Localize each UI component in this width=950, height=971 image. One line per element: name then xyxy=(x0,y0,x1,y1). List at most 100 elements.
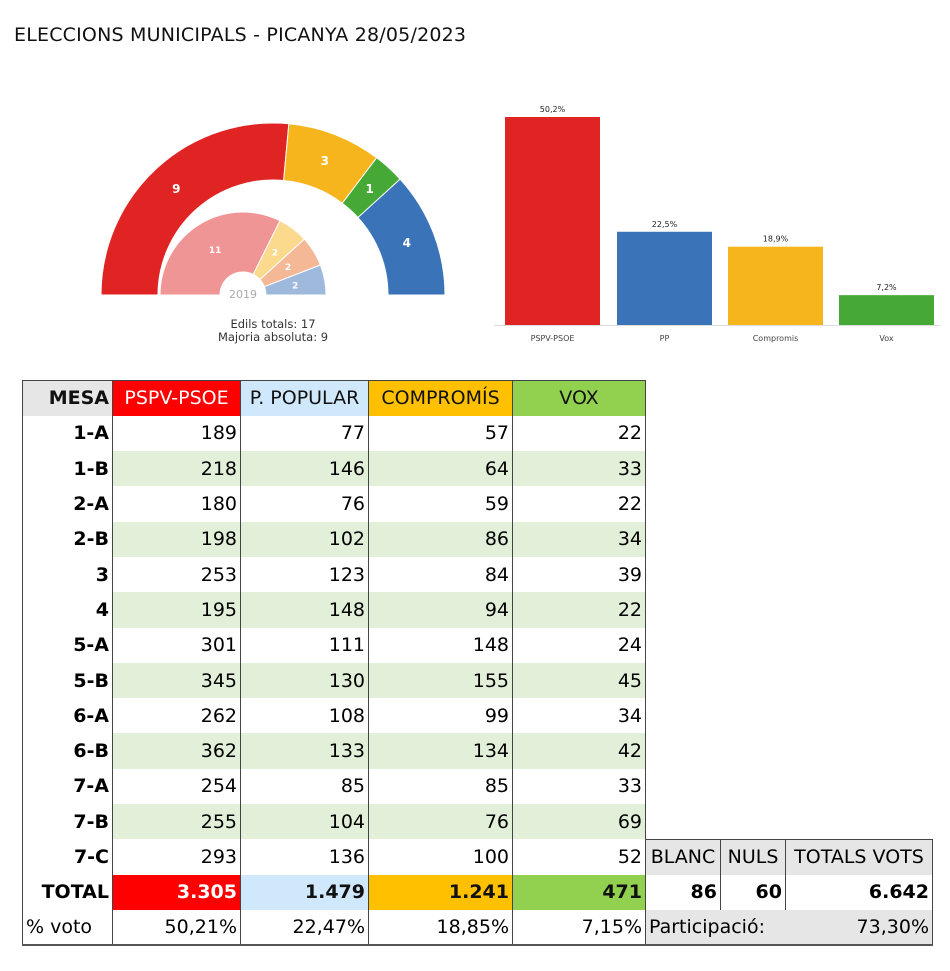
votes-cell: 111 xyxy=(240,627,369,663)
votes-cell: 24 xyxy=(512,627,646,663)
votes-cell: 94 xyxy=(368,592,513,628)
votes-cell: 59 xyxy=(368,486,513,522)
votes-cell: 99 xyxy=(368,698,513,734)
votes-cell: 57 xyxy=(368,415,513,452)
total-label: TOTAL xyxy=(22,874,113,910)
seats-2019-seat-segment xyxy=(159,211,281,296)
bar-pp xyxy=(617,231,712,325)
percent-cell: 22,47% xyxy=(240,909,369,947)
table-row: 7-A 254 85 85 33 xyxy=(22,768,933,805)
votes-cell: 189 xyxy=(112,415,241,452)
total-cell: 1.479 xyxy=(240,874,369,910)
votes-cell: 76 xyxy=(368,804,513,840)
mesa-cell: 1-B xyxy=(22,451,113,487)
extra-total-cell: 6.642 xyxy=(785,874,933,910)
votes-cell: 148 xyxy=(368,627,513,663)
mesa-cell: 1-A xyxy=(22,415,113,452)
mesa-cell: 3 xyxy=(22,556,113,593)
extra-header: BLANC xyxy=(645,838,721,875)
votes-cell: 134 xyxy=(368,733,513,769)
mesa-cell: 5-B xyxy=(22,662,113,699)
votes-cell: 218 xyxy=(112,451,241,487)
votes-cell: 180 xyxy=(112,486,241,522)
extra-header: TOTALS VOTS xyxy=(785,838,933,875)
votes-cell: 253 xyxy=(112,556,241,593)
results-table: MESA PSPV-PSOE P. POPULAR COMPROMÍS VOX 1-A 18… xyxy=(22,379,933,947)
seats-2023-seat-label: 3 xyxy=(321,154,329,168)
mesa-cell: 5-A xyxy=(22,627,113,663)
mesa-cell: 4 xyxy=(22,592,113,628)
mesa-cell: 7-B xyxy=(22,804,113,840)
bar-value-label: 50,2% xyxy=(540,105,566,114)
seats-2023-seat-label: 9 xyxy=(172,182,180,196)
bar-value-label: 7,2% xyxy=(876,283,897,292)
seats-2023-seat-label: 1 xyxy=(365,182,373,196)
seats-2019-seat-segment xyxy=(263,264,327,296)
table-header-row: MESA PSPV-PSOE P. POPULAR COMPROMÍS VOX xyxy=(22,379,933,416)
percent-cell: 50,21% xyxy=(112,909,241,947)
votes-cell: 362 xyxy=(112,733,241,769)
percent-row: % voto 50,21% 22,47% 18,85% 7,15% Participaci… xyxy=(22,909,933,947)
seats-2019-seat-label: 11 xyxy=(209,246,222,256)
table-row: 5-B 345 130 155 45 xyxy=(22,662,933,699)
year-2019-label: 2019 xyxy=(229,288,257,301)
column-header: PSPV-PSOE xyxy=(112,379,241,416)
votes-cell: 254 xyxy=(112,768,241,805)
extra-header: NULS xyxy=(720,838,786,875)
votes-cell: 198 xyxy=(112,521,241,557)
bar-value-label: 18,9% xyxy=(763,235,789,244)
table-row: 6-A 262 108 99 34 xyxy=(22,698,933,734)
bar-category-label: Compromis xyxy=(753,334,799,343)
percent-cell: 7,15% xyxy=(512,909,646,947)
mesa-cell: 6-B xyxy=(22,733,113,769)
votes-cell: 108 xyxy=(240,698,369,734)
participation-label: Participació: xyxy=(645,909,786,947)
total-cell: 471 xyxy=(512,874,646,910)
votes-cell: 45 xyxy=(512,662,646,699)
votes-cell: 345 xyxy=(112,662,241,699)
mesa-cell: 2-B xyxy=(22,521,113,557)
votes-cell: 100 xyxy=(368,839,513,875)
table-row: 1-A 189 77 57 22 xyxy=(22,415,933,452)
votes-cell: 136 xyxy=(240,839,369,875)
seats-2023-seat-segment xyxy=(100,122,290,296)
seats-2023-seat-segment xyxy=(357,178,446,296)
votes-cell: 33 xyxy=(512,451,646,487)
votes-cell: 22 xyxy=(512,592,646,628)
bar-value-label: 22,5% xyxy=(652,220,678,229)
bar-category-label: PP xyxy=(660,334,670,343)
votes-cell: 301 xyxy=(112,627,241,663)
table-row: 3 253 123 84 39 xyxy=(22,556,933,593)
votes-cell: 104 xyxy=(240,804,369,840)
column-header: MESA xyxy=(22,379,113,416)
votes-cell: 155 xyxy=(368,662,513,699)
votes-cell: 85 xyxy=(368,768,513,805)
votes-cell: 76 xyxy=(240,486,369,522)
column-header: VOX xyxy=(512,379,646,416)
votes-cell: 42 xyxy=(512,733,646,769)
votes-cell: 85 xyxy=(240,768,369,805)
extra-total-cell: 60 xyxy=(720,874,786,910)
votes-cell: 146 xyxy=(240,451,369,487)
extra-total-cell: 86 xyxy=(645,874,721,910)
votes-cell: 133 xyxy=(240,733,369,769)
seats-2019-seat-label: 2 xyxy=(292,281,298,291)
bar-category-label: Vox xyxy=(879,334,894,343)
bar-category-label: PSPV-PSOE xyxy=(531,334,575,343)
votes-cell: 255 xyxy=(112,804,241,840)
bar-compromis xyxy=(728,246,823,325)
page-title: ELECCIONS MUNICIPALS - PICANYA 28/05/202… xyxy=(14,24,467,46)
table-row: 7-B 255 104 76 69 xyxy=(22,804,933,840)
total-cell: 3.305 xyxy=(112,874,241,910)
bar-vox xyxy=(839,295,934,325)
votes-cell: 22 xyxy=(512,486,646,522)
votes-cell: 195 xyxy=(112,592,241,628)
bar-pspv-psoe xyxy=(505,117,600,325)
mesa-cell: 7-A xyxy=(22,768,113,805)
total-cell: 1.241 xyxy=(368,874,513,910)
votes-cell: 22 xyxy=(512,415,646,452)
percent-cell: 18,85% xyxy=(368,909,513,947)
votes-cell: 34 xyxy=(512,521,646,557)
majoria-absoluta: Majoria absoluta: 9 xyxy=(217,330,329,344)
